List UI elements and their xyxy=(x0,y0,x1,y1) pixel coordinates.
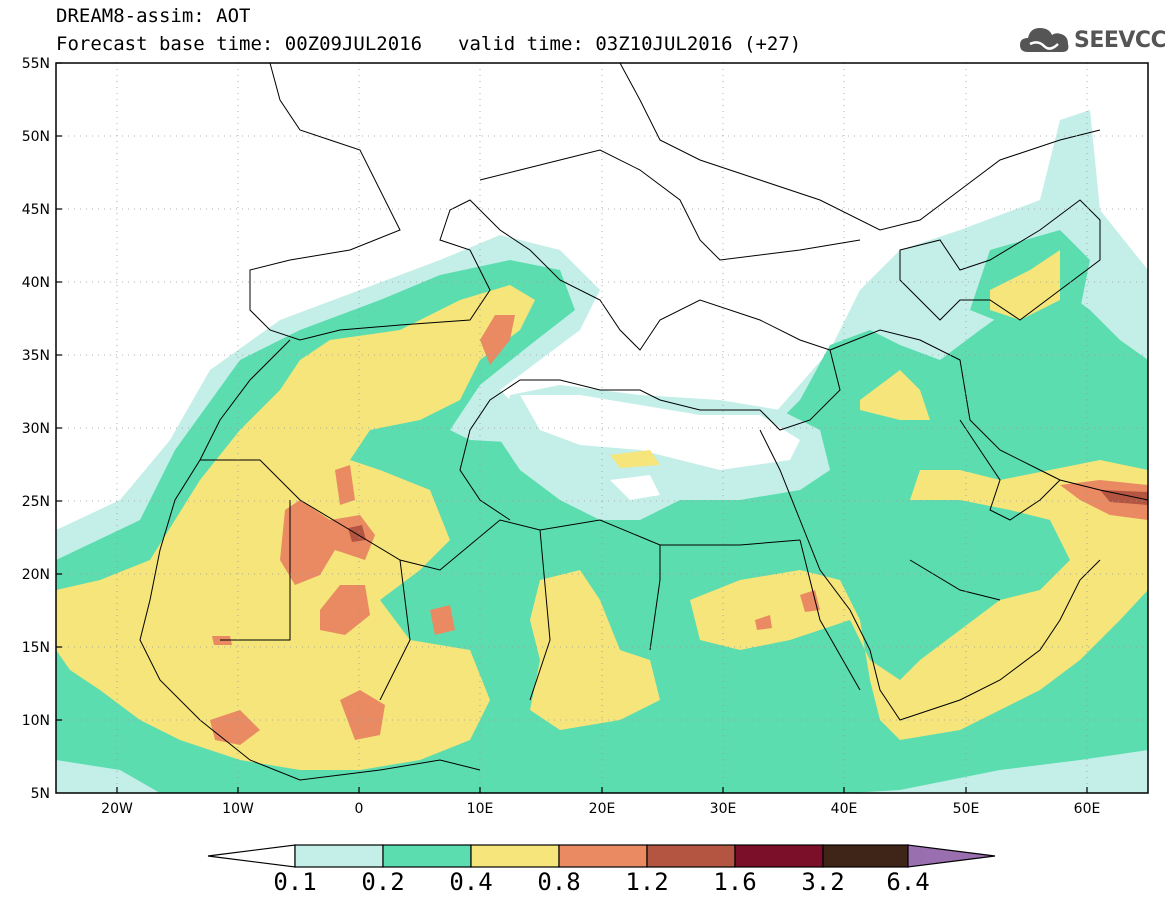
lon-label: 0 xyxy=(355,801,364,817)
colorbar-segment xyxy=(382,844,472,868)
lat-label: 55N xyxy=(22,56,50,72)
cloud-icon xyxy=(1020,28,1069,52)
lat-labels: 55N 50N 45N 40N 35N 30N 25N 20N 15N 10N … xyxy=(22,56,50,802)
lon-label: 10W xyxy=(222,801,254,817)
colorbar-segment xyxy=(558,844,648,868)
valid-time: valid time: 03Z10JUL2016 (+27) xyxy=(458,33,802,55)
graticule xyxy=(56,63,1148,793)
colorbar-label: 3.2 xyxy=(801,868,845,896)
lat-label: 30N xyxy=(22,421,50,437)
lon-label: 20E xyxy=(589,801,616,817)
lat-label: 25N xyxy=(22,494,50,510)
lat-label: 50N xyxy=(22,129,50,145)
colorbar-lower-arrow xyxy=(207,844,296,868)
lat-label: 35N xyxy=(22,348,50,364)
colorbar-segment xyxy=(822,844,909,868)
colorbar-segment xyxy=(734,844,824,868)
lon-labels: 20W 10W 0 10E 20E 30E 40E 50E 60E xyxy=(101,801,1100,817)
aot-field xyxy=(56,110,1148,793)
colorbar-label: 1.6 xyxy=(713,868,757,896)
colorbar-label: 0.8 xyxy=(537,868,581,896)
lon-label: 50E xyxy=(953,801,980,817)
lon-label: 60E xyxy=(1074,801,1101,817)
lat-label: 20N xyxy=(22,567,50,583)
colorbar-label: 0.1 xyxy=(273,868,317,896)
lat-label: 45N xyxy=(22,202,50,218)
colorbar-label: 1.2 xyxy=(625,868,669,896)
coastlines xyxy=(139,63,1148,781)
colorbar-label: 6.4 xyxy=(886,868,930,896)
lat-label: 40N xyxy=(22,275,50,291)
lat-label: 10N xyxy=(22,713,50,729)
map-title: DREAM8-assim: AOT xyxy=(56,5,251,27)
logo-text: SEEVCCC xyxy=(1074,28,1165,53)
lon-label: 40E xyxy=(831,801,858,817)
base-time: Forecast base time: 00Z09JUL2016 xyxy=(56,33,423,55)
colorbar-segment xyxy=(294,844,384,868)
colorbar-label: 0.2 xyxy=(361,868,405,896)
colorbar-label: 0.4 xyxy=(449,868,493,896)
colorbar-upper-arrow xyxy=(907,844,996,868)
forecast-times: Forecast base time: 00Z09JUL2016 valid ti… xyxy=(56,34,801,54)
colorbar-segment xyxy=(470,844,560,868)
lat-label: 5N xyxy=(31,786,50,802)
lat-label: 15N xyxy=(22,640,50,656)
lon-label: 10E xyxy=(467,801,494,817)
ticks xyxy=(56,62,1088,793)
lon-label: 30E xyxy=(710,801,737,817)
colorbar xyxy=(207,844,996,868)
colorbar-segment xyxy=(646,844,736,868)
lon-label: 20W xyxy=(101,801,133,817)
seevccc-logo: SEEVCCC xyxy=(1018,22,1165,58)
